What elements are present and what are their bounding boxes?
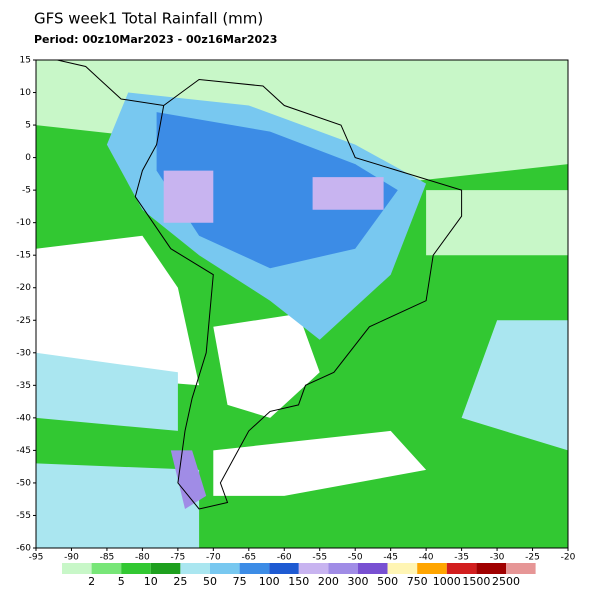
lon-tick-label: -85 <box>100 553 115 563</box>
lat-tick-label: -60 <box>16 544 31 554</box>
colorbar-label: 150 <box>288 575 309 588</box>
field-atlantic <box>426 190 568 256</box>
colorbar-label: 2500 <box>492 575 520 588</box>
field-core2 <box>163 170 214 223</box>
lon-tick-label: -90 <box>64 553 79 563</box>
lon-tick-label: -70 <box>206 553 221 563</box>
map-title: GFS week1 Total Rainfall (mm) <box>34 10 263 28</box>
lat-tick-label: -35 <box>16 381 31 391</box>
coastline <box>57 60 463 510</box>
colorbar-box <box>210 563 240 574</box>
colorbar-box <box>269 563 299 574</box>
colorbar-box <box>239 563 270 574</box>
map-frame <box>35 59 569 549</box>
lon-tick-label: -60 <box>277 553 292 563</box>
colorbar-label: 1500 <box>462 575 490 588</box>
colorbar-box <box>417 563 447 574</box>
colorbar-label: 75 <box>233 575 247 588</box>
colorbar-box <box>358 563 388 574</box>
lat-tick-label: -30 <box>16 348 31 358</box>
field-amazon <box>156 112 398 269</box>
colorbar-label: 50 <box>203 575 217 588</box>
lon-tick-label: -55 <box>312 553 327 563</box>
lat-tick-label: -20 <box>16 283 31 293</box>
lat-tick-label: -40 <box>16 413 31 423</box>
lat-tick-label: -15 <box>16 251 31 261</box>
colorbar-label: 750 <box>407 575 428 588</box>
field-argentina-dry <box>213 313 320 418</box>
lat-tick-label: -45 <box>16 446 31 456</box>
lon-tick-label: -95 <box>29 553 44 563</box>
lon-tick-label: -80 <box>135 553 150 563</box>
colorbar-label: 500 <box>377 575 398 588</box>
colorbar-label: 10 <box>144 575 158 588</box>
lat-tick-label: 0 <box>25 153 31 163</box>
lon-tick-label: -45 <box>383 553 398 563</box>
lon-tick-label: -50 <box>348 553 363 563</box>
colorbar-box <box>91 563 122 574</box>
field-core1 <box>312 177 384 210</box>
lat-tick-label: 15 <box>20 56 31 66</box>
lon-tick-label: -65 <box>241 553 256 563</box>
colorbar-box <box>476 563 506 574</box>
field-patagonia <box>170 450 207 509</box>
lon-tick-label: -25 <box>525 553 540 563</box>
lat-tick-label: -55 <box>16 511 31 521</box>
field-north <box>36 60 568 184</box>
lon-tick-label: -75 <box>171 553 186 563</box>
colorbar-label: 5 <box>118 575 125 588</box>
colorbar-label: 25 <box>173 575 187 588</box>
rainfall-field <box>36 60 568 548</box>
lat-tick-label: -50 <box>16 478 31 488</box>
colorbar-box <box>506 563 536 574</box>
lat-tick-label: -25 <box>16 316 31 326</box>
lon-tick-label: -20 <box>561 553 576 563</box>
field-southwest <box>36 463 200 548</box>
colorbar-label: 100 <box>259 575 280 588</box>
lat-tick-label: -5 <box>22 186 31 196</box>
colorbar-box <box>298 563 329 574</box>
colorbar-box <box>180 563 210 574</box>
colorbar-label: 2 <box>88 575 95 588</box>
field-south-dry <box>213 430 427 496</box>
map-period: Period: 00z10Mar2023 - 00z16Mar2023 <box>34 33 277 46</box>
colorbar-box <box>121 563 151 574</box>
colorbar-box <box>328 563 358 574</box>
colorbar-label: 300 <box>348 575 369 588</box>
lat-tick-label: -10 <box>16 218 31 228</box>
field-pacific-dry <box>36 235 200 386</box>
field-atlantic-south <box>461 320 568 451</box>
colorbar-box <box>150 563 181 574</box>
colorbar-label: 200 <box>318 575 339 588</box>
colorbar-box <box>387 563 418 574</box>
lat-tick-label: 5 <box>25 121 31 131</box>
lon-tick-label: -35 <box>454 553 469 563</box>
lon-tick-label: -40 <box>419 553 434 563</box>
lon-tick-label: -30 <box>490 553 505 563</box>
colorbar-box <box>62 563 92 574</box>
colorbar-label: 1000 <box>433 575 461 588</box>
field-pacific-band <box>36 352 178 431</box>
colorbar-box <box>446 563 477 574</box>
lat-tick-label: 10 <box>20 88 32 98</box>
